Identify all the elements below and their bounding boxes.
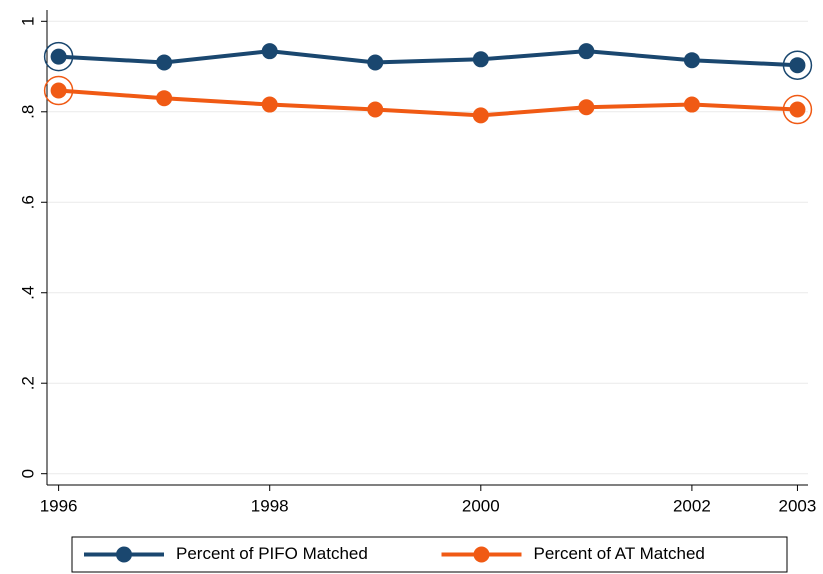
end-ring	[782, 50, 813, 80]
data-point	[50, 82, 67, 99]
legend: Percent of PIFO Matched Percent of AT Mat…	[71, 536, 788, 573]
y-tick-label: 1	[18, 17, 37, 26]
y-tick-label: .2	[18, 376, 37, 390]
data-point	[578, 43, 595, 60]
x-tick-label: 2000	[462, 496, 500, 515]
end-ring	[782, 94, 813, 125]
legend-marker	[473, 546, 490, 563]
x-tick-label: 1996	[40, 496, 78, 515]
y-tick-label: 0	[18, 469, 37, 478]
data-point	[50, 48, 67, 65]
x-tick-label: 2003	[779, 496, 817, 515]
data-point	[472, 107, 489, 124]
legend-label: Percent of AT Matched	[534, 544, 705, 563]
legend-label: Percent of PIFO Matched	[176, 544, 368, 563]
data-point	[683, 52, 700, 69]
data-point	[367, 101, 384, 118]
legend-box	[71, 536, 788, 573]
y-tick-label: .4	[18, 286, 37, 300]
data-point	[789, 57, 806, 74]
series-line	[58, 88, 798, 118]
data-point	[789, 101, 806, 118]
data-point	[261, 43, 278, 60]
x-tick-label: 1998	[251, 496, 289, 515]
data-point	[156, 54, 173, 71]
data-point	[472, 51, 489, 68]
y-tick-label: .8	[18, 105, 37, 119]
data-point	[578, 99, 595, 116]
x-tick-label: 2002	[673, 496, 711, 515]
end-ring	[43, 75, 74, 106]
data-point	[156, 90, 173, 107]
data-point	[261, 96, 278, 113]
data-point	[683, 96, 700, 113]
y-tick-label: .6	[18, 195, 37, 209]
series-line	[58, 49, 798, 68]
data-point	[367, 54, 384, 71]
end-ring	[43, 41, 74, 72]
legend-marker	[116, 546, 132, 563]
